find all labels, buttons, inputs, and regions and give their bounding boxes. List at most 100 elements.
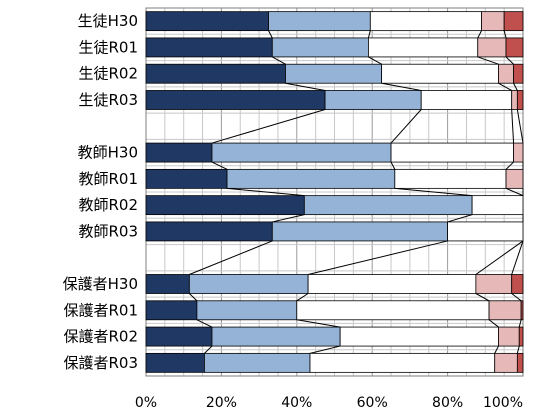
bar-segment — [145, 142, 213, 163]
connector-line — [505, 161, 514, 170]
x-tick-label: 0% — [135, 395, 157, 411]
bar-segment — [494, 352, 518, 373]
connector-line — [272, 56, 286, 65]
x-tick-label: 40% — [281, 395, 312, 411]
bar-segment — [303, 195, 473, 216]
x-tick-label: 80% — [432, 395, 463, 411]
bar-segment — [145, 326, 213, 347]
connector-line — [516, 345, 520, 354]
bar-segment — [145, 37, 273, 58]
bar-segment — [503, 11, 524, 32]
connector-line — [511, 293, 522, 302]
bar-segment — [268, 11, 371, 32]
category-label: 生徒H30 — [78, 12, 138, 30]
connector-line — [505, 56, 514, 65]
bars — [145, 11, 524, 373]
connector-line — [307, 240, 448, 275]
bar-segment — [420, 90, 513, 110]
bar-segment — [226, 168, 396, 189]
connector-line — [189, 240, 273, 275]
bar-segment — [211, 142, 392, 163]
connector-line — [189, 293, 198, 302]
bar-segment — [368, 37, 479, 58]
connector-line — [227, 187, 305, 197]
bar-segment — [513, 63, 524, 84]
bar-segment — [145, 352, 205, 373]
bar-segment — [488, 300, 522, 321]
category-labels: 生徒H30 生徒R01 生徒R02 生徒R03 教師H30 教師R01 教師R02 教師R03… — [63, 12, 138, 372]
bar-segment — [394, 168, 507, 189]
bar-segment — [271, 221, 449, 242]
connector-line — [498, 82, 512, 91]
bar-segment — [471, 195, 524, 216]
connector-lines — [189, 30, 524, 354]
connector-line — [309, 345, 341, 354]
connector-line — [211, 161, 228, 170]
category-label: 保護者R03 — [63, 354, 138, 372]
connector-line — [368, 56, 382, 65]
bar-segment — [285, 63, 383, 84]
bar-segment — [145, 274, 190, 294]
category-label: 保護者R02 — [63, 328, 138, 346]
bar-segment — [211, 326, 341, 347]
connector-line — [268, 30, 273, 39]
bar-segment — [145, 195, 305, 216]
connector-line — [196, 319, 213, 328]
connector-line — [477, 56, 499, 65]
bar-segment — [145, 90, 326, 110]
connector-line — [204, 345, 213, 354]
x-tick-label: 20% — [206, 395, 237, 411]
bar-segment — [324, 90, 422, 110]
bar-segment — [505, 37, 524, 58]
connector-line — [477, 30, 482, 39]
bar-segment — [307, 274, 477, 294]
bar-segment — [505, 168, 524, 189]
connector-line — [475, 240, 524, 275]
connector-line — [296, 319, 341, 328]
connector-line — [394, 187, 473, 197]
connector-line — [390, 109, 422, 144]
bar-segment — [481, 11, 505, 32]
category-label: 生徒R01 — [78, 38, 138, 56]
connector-line — [390, 161, 396, 170]
bar-segment — [188, 274, 309, 294]
connector-line — [285, 82, 326, 91]
bar-segment — [511, 274, 524, 294]
connector-line — [296, 293, 309, 302]
connector-line — [494, 345, 499, 354]
connector-line — [511, 109, 515, 144]
bar-segment — [145, 300, 198, 321]
bar-segment — [204, 352, 311, 373]
bar-segment — [145, 221, 273, 242]
category-label: 保護者R01 — [63, 301, 138, 319]
bar-segment — [381, 63, 499, 84]
category-label: 教師R02 — [78, 196, 138, 214]
bar-segment — [339, 326, 499, 347]
gridlines — [145, 7, 524, 377]
x-tick-labels: 0% 20% 40% 60% 80% 100% — [135, 395, 523, 411]
connector-line — [272, 214, 305, 223]
bar-segment — [447, 221, 524, 242]
bar-segment — [511, 90, 518, 110]
category-label: 生徒R03 — [78, 91, 138, 109]
bar-segment — [498, 326, 520, 347]
connector-line — [381, 82, 422, 91]
connector-line — [211, 109, 326, 144]
connector-line — [505, 187, 524, 197]
bar-segment — [477, 37, 507, 58]
bar-segment — [516, 352, 524, 373]
category-label: 保護者H30 — [63, 275, 138, 293]
connector-line — [447, 214, 473, 223]
bar-segment — [309, 352, 496, 373]
connector-line — [513, 82, 518, 91]
bar-segment — [390, 142, 514, 163]
bar-segment — [145, 168, 228, 189]
bar-segment — [475, 274, 513, 294]
category-label: 生徒R02 — [78, 65, 138, 83]
bar-segment — [271, 37, 369, 58]
category-label: 教師H30 — [78, 144, 138, 162]
bar-segment — [518, 326, 524, 347]
bar-segment — [145, 63, 286, 84]
